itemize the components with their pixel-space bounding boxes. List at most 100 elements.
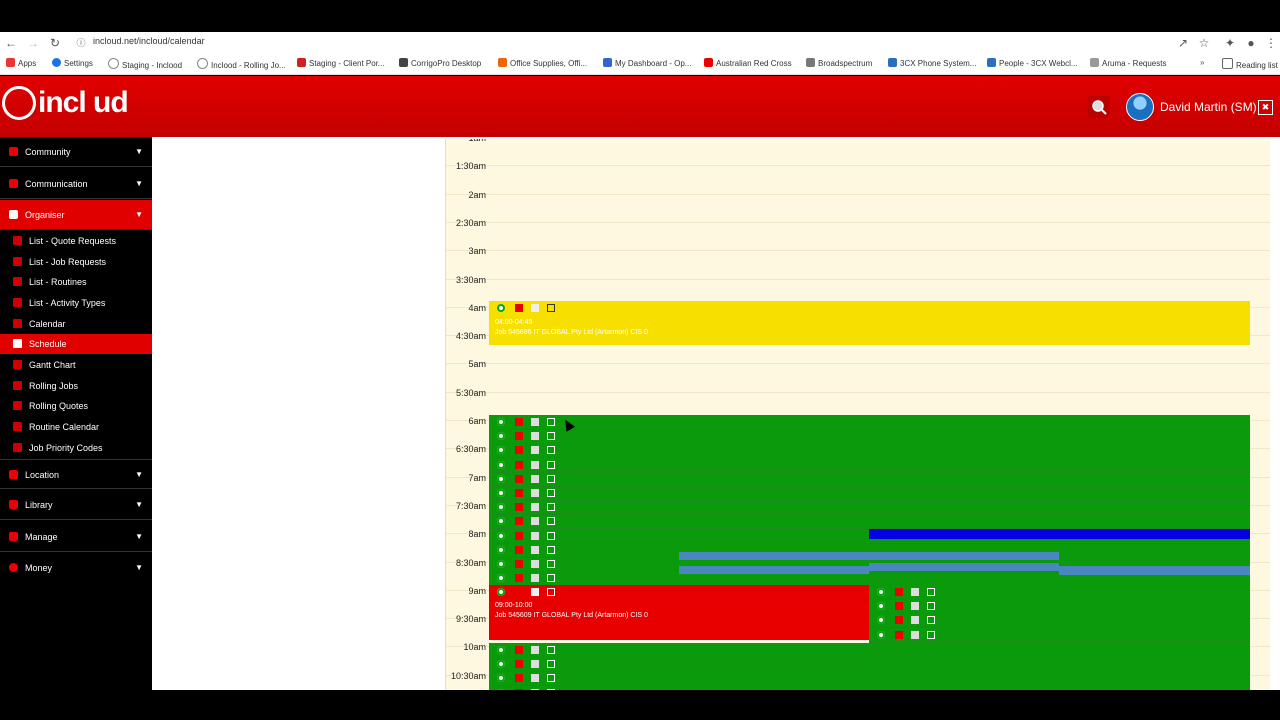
sidebar-section-communication[interactable]: Communication ▼ [0, 169, 152, 199]
url-text[interactable]: incloud.net/incloud/calendar [93, 36, 205, 46]
play-icon[interactable] [497, 432, 505, 441]
event-row[interactable] [489, 557, 1250, 572]
edit-icon[interactable] [547, 545, 555, 554]
details-icon[interactable] [531, 674, 539, 683]
event-red[interactable]: 09:00-10:00 Job 545609 IT GLOBAL Pty Ltd… [489, 585, 869, 640]
bookmark-apps[interactable]: Apps [6, 58, 36, 68]
sidebar-item-rolling-jobs[interactable]: Rolling Jobs [0, 376, 152, 396]
event-row[interactable] [489, 671, 1250, 687]
bookmark-staging-client[interactable]: Staging - Client Por... [297, 58, 385, 68]
bookmark-my-dashboard[interactable]: My Dashboard - Op... [603, 58, 691, 68]
search-button[interactable] [1088, 96, 1110, 118]
edit-icon[interactable] [547, 674, 555, 683]
stop-icon[interactable] [895, 630, 903, 639]
bookmark-aruma[interactable]: Aruma - Requests [1090, 58, 1166, 68]
play-icon[interactable] [877, 616, 885, 625]
bookmark-red-cross[interactable]: Australian Red Cross [704, 58, 792, 68]
time-slot[interactable] [446, 139, 1270, 165]
event-green-block[interactable] [489, 415, 1250, 585]
event-row[interactable] [869, 628, 1250, 643]
details-icon[interactable] [531, 418, 539, 426]
event-steel-1[interactable] [679, 552, 1059, 560]
edit-icon[interactable] [547, 588, 555, 596]
stop-icon[interactable] [895, 588, 903, 596]
event-row[interactable] [489, 571, 1250, 585]
edit-icon[interactable] [547, 660, 555, 669]
play-icon[interactable] [877, 588, 885, 596]
details-icon[interactable] [531, 304, 539, 312]
details-icon[interactable] [531, 503, 539, 512]
event-row[interactable] [869, 613, 1250, 629]
details-icon[interactable] [531, 531, 539, 540]
stop-icon[interactable] [515, 660, 523, 669]
details-icon[interactable] [531, 446, 539, 455]
bookmark-office-supplies[interactable]: Office Supplies, Offi... [498, 58, 587, 68]
event-row[interactable] [489, 657, 1250, 673]
play-icon[interactable] [877, 602, 885, 611]
play-icon[interactable] [497, 545, 505, 554]
bookmark-corrigopro[interactable]: CorrigoPro Desktop [399, 58, 481, 68]
back-icon[interactable]: ← [5, 36, 17, 50]
logout-icon[interactable]: ✖ [1258, 100, 1273, 115]
play-icon[interactable] [497, 560, 505, 568]
stop-icon[interactable] [515, 474, 523, 483]
menu-icon[interactable]: ⋮ [1265, 36, 1277, 50]
event-row[interactable] [489, 472, 1250, 487]
event-steel-2[interactable] [679, 566, 869, 574]
play-icon[interactable] [497, 660, 505, 669]
time-slot[interactable] [446, 363, 1270, 391]
event-row[interactable] [869, 599, 1250, 615]
details-icon[interactable] [531, 545, 539, 554]
sidebar-item-calendar[interactable]: Calendar [0, 314, 152, 334]
edit-icon[interactable] [927, 616, 935, 625]
stop-icon[interactable] [515, 418, 523, 426]
details-icon[interactable] [531, 588, 539, 596]
event-row[interactable] [489, 686, 1250, 690]
stop-icon[interactable] [515, 674, 523, 683]
edit-icon[interactable] [547, 489, 555, 497]
sidebar-section-community[interactable]: Community ▼ [0, 137, 152, 167]
event-row[interactable] [489, 415, 1250, 430]
play-icon[interactable] [497, 489, 505, 497]
details-icon[interactable] [531, 688, 539, 690]
stop-icon[interactable] [515, 304, 523, 312]
edit-icon[interactable] [547, 446, 555, 455]
profile-icon[interactable]: ● [1247, 36, 1255, 50]
edit-icon[interactable] [547, 646, 555, 654]
event-row[interactable] [489, 643, 1250, 658]
details-icon[interactable] [531, 432, 539, 441]
event-row[interactable] [489, 529, 1250, 544]
edit-icon[interactable] [547, 688, 555, 690]
edit-icon[interactable] [927, 630, 935, 639]
details-icon[interactable] [531, 646, 539, 654]
play-icon[interactable] [497, 646, 505, 654]
edit-icon[interactable] [927, 588, 935, 596]
sidebar-section-manage[interactable]: Manage ▼ [0, 522, 152, 552]
site-info-icon[interactable]: ⓘ [76, 38, 86, 48]
event-steel-4[interactable] [1059, 566, 1250, 575]
play-icon[interactable] [497, 460, 505, 469]
edit-icon[interactable] [547, 474, 555, 483]
event-green-right[interactable] [869, 585, 1250, 643]
edit-icon[interactable] [547, 517, 555, 526]
event-steel-3[interactable] [869, 563, 1059, 571]
sidebar-item-job-priority-codes[interactable]: Job Priority Codes [0, 438, 152, 458]
stop-icon[interactable] [515, 560, 523, 568]
app-logo[interactable]: incl ud [2, 86, 152, 126]
bookmark-settings[interactable]: Settings [52, 58, 93, 68]
event-row[interactable] [489, 458, 1250, 473]
details-icon[interactable] [531, 574, 539, 583]
stop-icon[interactable] [895, 602, 903, 611]
bookmark-3cx-people[interactable]: People - 3CX Webcl... [987, 58, 1078, 68]
stop-icon[interactable] [515, 517, 523, 526]
time-slot[interactable] [446, 193, 1270, 222]
more-bookmarks-icon[interactable]: » [1200, 58, 1205, 67]
bookmark-broadspectrum[interactable]: Broadspectrum [806, 58, 872, 68]
edit-icon[interactable] [547, 418, 555, 426]
sidebar-section-money[interactable]: Money ▼ [0, 553, 152, 583]
reading-list[interactable]: Reading list [1222, 58, 1278, 70]
edit-icon[interactable] [547, 304, 555, 312]
time-slot[interactable] [446, 391, 1270, 420]
time-slot[interactable] [446, 221, 1270, 250]
reload-icon[interactable]: ↻ [49, 36, 61, 50]
